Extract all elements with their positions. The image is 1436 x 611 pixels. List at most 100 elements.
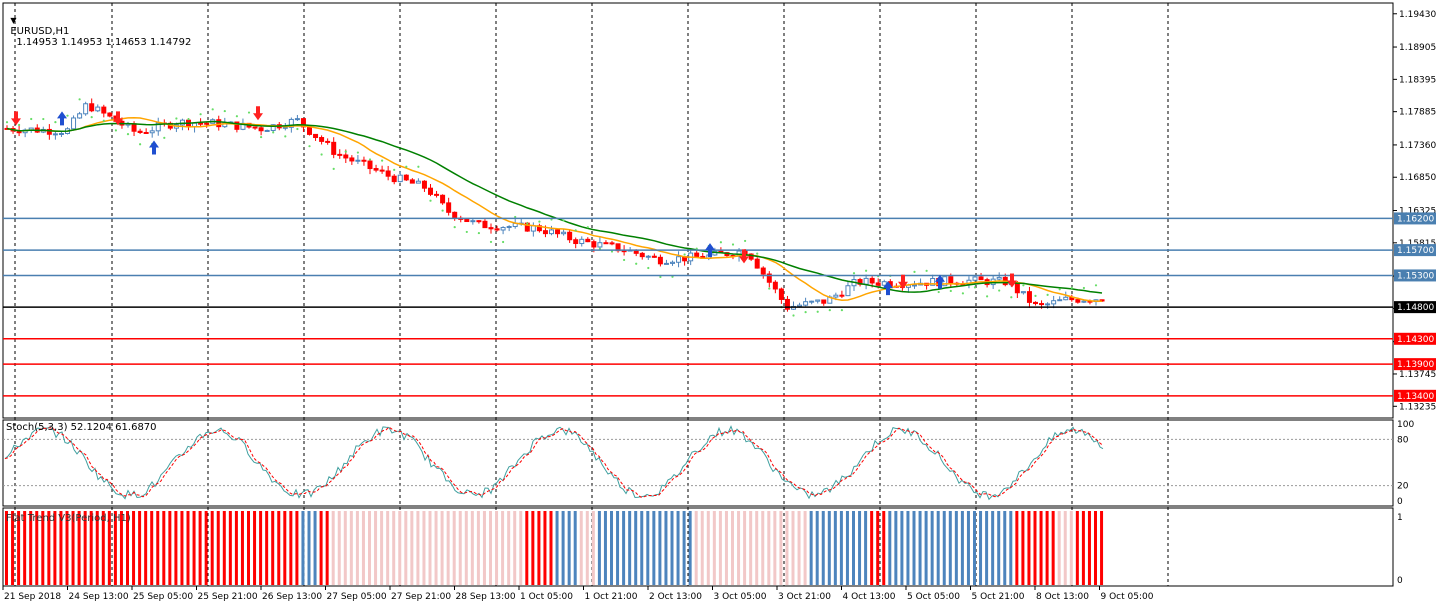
flat-trend-bar xyxy=(331,511,335,585)
sell-arrow-icon xyxy=(1007,273,1017,288)
sar-dot xyxy=(187,118,190,121)
candle-body xyxy=(821,299,827,304)
sar-dot xyxy=(586,226,589,229)
candle-body xyxy=(760,267,766,275)
sar-dot xyxy=(683,253,686,256)
flat-trend-bar xyxy=(89,511,93,585)
time-tick-label: 25 Sep 21:00 xyxy=(198,592,258,602)
sar-dot xyxy=(78,98,81,101)
level-price-tag xyxy=(1394,244,1436,257)
flat-trend-bar xyxy=(682,511,686,585)
sar-dot xyxy=(320,153,323,156)
candle-body xyxy=(409,179,415,184)
flat-trend-bar xyxy=(162,511,166,585)
candle-body xyxy=(77,113,83,119)
price-tick-label: 1.16325 xyxy=(1399,207,1436,217)
sar-dot xyxy=(235,115,238,118)
candle-body xyxy=(845,285,851,297)
sar-dot xyxy=(211,108,214,111)
candle-body xyxy=(1051,300,1057,305)
sar-dot xyxy=(973,286,977,289)
candle-body xyxy=(403,174,409,181)
candle-body xyxy=(325,140,331,143)
flat-trend-bar xyxy=(295,511,299,585)
flat-trend-bar xyxy=(156,511,160,585)
flat-trend-bar xyxy=(386,511,390,585)
candle-body xyxy=(294,118,300,121)
stoch-tick-label: 80 xyxy=(1397,435,1409,445)
sar-dot xyxy=(453,226,456,229)
candle-body xyxy=(428,187,433,195)
candle-body xyxy=(815,299,821,302)
flat-trend-bar xyxy=(973,511,976,585)
candle-body xyxy=(361,159,367,162)
sar-dot xyxy=(114,129,117,132)
flat-trend-bar xyxy=(833,511,837,585)
candle-body xyxy=(530,225,536,232)
sell-arrow-icon xyxy=(253,106,263,121)
flat-trend-bar xyxy=(313,511,317,585)
candle-body xyxy=(809,300,815,303)
candle-body xyxy=(651,255,657,258)
flat-trend-bar xyxy=(1081,511,1085,585)
level-price-label: 1.16200 xyxy=(1397,214,1434,224)
flat-trend-bar xyxy=(888,511,892,585)
flat-trend-bar xyxy=(821,511,825,585)
flat-trend-bar xyxy=(700,511,704,585)
candle-body xyxy=(494,228,500,231)
flat-trend-bar xyxy=(797,511,801,585)
flat-trend-bar xyxy=(852,511,855,585)
time-tick-label: 25 Sep 05:00 xyxy=(133,592,193,602)
flat-trend-bar xyxy=(731,511,734,585)
candle-body xyxy=(585,238,591,243)
flat-trend-bar xyxy=(622,511,626,585)
sar-dot xyxy=(1046,293,1049,296)
time-tick-label: 27 Sep 21:00 xyxy=(391,592,451,602)
flat-trend-bar xyxy=(374,511,378,585)
stoch-main-line xyxy=(4,425,1104,501)
candle-body xyxy=(542,230,548,235)
flat-trend-bar xyxy=(1021,511,1025,585)
flat-trend-bar xyxy=(755,511,759,585)
flat-trend-bar xyxy=(845,511,849,585)
time-tick-label: 3 Oct 05:00 xyxy=(714,592,767,602)
candle-body xyxy=(349,157,355,162)
sar-dot xyxy=(1070,286,1073,289)
flat-trend-bar xyxy=(77,511,81,585)
candle-body xyxy=(282,126,288,129)
candle-body xyxy=(367,160,373,170)
time-tick-label: 27 Sep 05:00 xyxy=(327,592,387,602)
flat-trend-label: Flat Trend V3(Period, H1) xyxy=(6,513,131,524)
flat-trend-bars xyxy=(5,511,1104,585)
flat-trend-bar xyxy=(676,511,680,585)
sar-dot xyxy=(1082,286,1085,290)
sar-dot xyxy=(272,131,275,134)
flat-trend-bar xyxy=(192,511,196,585)
flat-trend-bar xyxy=(785,511,789,585)
sar-dot xyxy=(344,150,347,153)
candle-body xyxy=(748,253,754,260)
candle-body xyxy=(1081,300,1087,303)
price-tick-label: 1.18395 xyxy=(1399,75,1436,85)
flat-trend-bar xyxy=(603,511,607,585)
flat-trend-bar xyxy=(337,511,341,585)
flat-trend-bar xyxy=(585,511,589,585)
sar-dot xyxy=(925,269,928,272)
sell-arrow-icon xyxy=(898,274,908,289)
stoch-tick-label: 0 xyxy=(1397,497,1403,507)
flat-trend-bar xyxy=(513,511,517,585)
flat-trend-bar xyxy=(628,511,632,585)
candle-body xyxy=(46,128,52,135)
time-tick-label: 5 Oct 21:00 xyxy=(972,592,1025,602)
candle-body xyxy=(58,133,64,136)
flat-trend-bar xyxy=(960,511,964,585)
flat-trend-bar xyxy=(809,511,813,585)
time-tick-label: 3 Oct 21:00 xyxy=(778,592,831,602)
flat-trend-bar xyxy=(616,511,620,585)
dropdown-triangle-icon[interactable]: ▼ xyxy=(10,16,17,25)
level-price-label: 1.14300 xyxy=(1397,335,1434,345)
sar-dot xyxy=(635,262,638,265)
level-price-label: 1.14800 xyxy=(1397,303,1434,313)
